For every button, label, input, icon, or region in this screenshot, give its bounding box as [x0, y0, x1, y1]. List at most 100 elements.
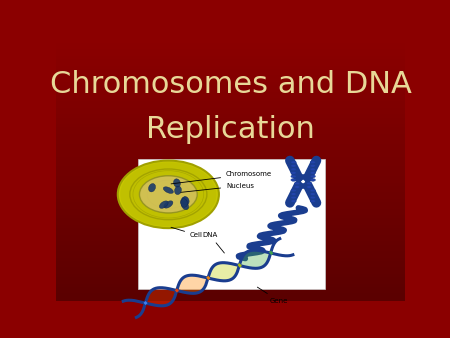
- Bar: [56, 210, 405, 213]
- Bar: [56, 203, 405, 207]
- Ellipse shape: [148, 184, 156, 192]
- Bar: [56, 278, 405, 281]
- Bar: [56, 200, 405, 203]
- Bar: [56, 245, 405, 249]
- Bar: [56, 154, 405, 158]
- Bar: [56, 291, 405, 294]
- Ellipse shape: [291, 175, 296, 178]
- Polygon shape: [177, 275, 208, 293]
- Bar: [56, 148, 405, 151]
- Ellipse shape: [291, 168, 296, 171]
- Ellipse shape: [310, 175, 315, 178]
- Bar: [56, 184, 405, 187]
- Bar: [56, 89, 405, 93]
- Text: Replication: Replication: [146, 115, 315, 144]
- Bar: [56, 119, 405, 122]
- Bar: [56, 171, 405, 174]
- Bar: [56, 281, 405, 285]
- Bar: [56, 96, 405, 99]
- Ellipse shape: [181, 201, 189, 210]
- Bar: [56, 99, 405, 102]
- Bar: [56, 193, 405, 197]
- Bar: [56, 135, 405, 138]
- Bar: [56, 105, 405, 109]
- Ellipse shape: [310, 193, 315, 195]
- Ellipse shape: [291, 164, 296, 167]
- Ellipse shape: [159, 201, 168, 208]
- Bar: [56, 294, 405, 297]
- Bar: [56, 233, 405, 236]
- Bar: [56, 141, 405, 145]
- Bar: [56, 57, 405, 60]
- Ellipse shape: [310, 189, 315, 192]
- Ellipse shape: [164, 201, 173, 208]
- Bar: [56, 249, 405, 252]
- Ellipse shape: [306, 186, 312, 188]
- Ellipse shape: [181, 199, 188, 207]
- Bar: [56, 50, 405, 54]
- Ellipse shape: [310, 178, 315, 181]
- Ellipse shape: [182, 196, 189, 205]
- Bar: [56, 297, 405, 301]
- Text: Cell: Cell: [171, 227, 203, 238]
- Bar: [56, 47, 405, 50]
- Bar: [56, 207, 405, 210]
- Bar: [56, 223, 405, 226]
- Polygon shape: [240, 250, 271, 268]
- Bar: [56, 164, 405, 167]
- Bar: [56, 122, 405, 125]
- Ellipse shape: [140, 176, 197, 213]
- Ellipse shape: [175, 186, 181, 195]
- Bar: [56, 285, 405, 288]
- Ellipse shape: [291, 189, 296, 192]
- Polygon shape: [146, 288, 177, 306]
- Text: Nucleus: Nucleus: [181, 183, 254, 192]
- Bar: [56, 161, 405, 164]
- Bar: [56, 288, 405, 291]
- Bar: [56, 242, 405, 245]
- Bar: [56, 252, 405, 255]
- Bar: [56, 73, 405, 76]
- Bar: [56, 132, 405, 135]
- Bar: [56, 219, 405, 223]
- Bar: [56, 255, 405, 259]
- Bar: [56, 44, 405, 47]
- Ellipse shape: [181, 197, 188, 205]
- Bar: [56, 226, 405, 229]
- Bar: [56, 180, 405, 184]
- Bar: [56, 60, 405, 63]
- Ellipse shape: [291, 171, 296, 174]
- Bar: [56, 128, 405, 132]
- Bar: [56, 125, 405, 128]
- Bar: [56, 102, 405, 105]
- Ellipse shape: [310, 161, 315, 164]
- Bar: [56, 54, 405, 57]
- Ellipse shape: [306, 182, 312, 185]
- Bar: [56, 174, 405, 177]
- Ellipse shape: [291, 200, 296, 202]
- Ellipse shape: [174, 179, 180, 187]
- Ellipse shape: [291, 161, 296, 164]
- Bar: [56, 229, 405, 233]
- Bar: [56, 197, 405, 200]
- Bar: [56, 145, 405, 148]
- Bar: [56, 259, 405, 262]
- Bar: [56, 151, 405, 154]
- Bar: [56, 76, 405, 80]
- Polygon shape: [208, 263, 240, 281]
- Ellipse shape: [310, 164, 315, 167]
- Ellipse shape: [118, 161, 219, 228]
- Ellipse shape: [294, 186, 300, 188]
- Bar: [56, 265, 405, 268]
- Bar: [56, 275, 405, 278]
- Text: Chromosome: Chromosome: [171, 171, 272, 184]
- Bar: [56, 213, 405, 216]
- Bar: [56, 167, 405, 171]
- Bar: [56, 41, 405, 44]
- Text: DNA: DNA: [202, 232, 225, 253]
- Text: Chromosomes and DNA: Chromosomes and DNA: [50, 70, 412, 99]
- Bar: [56, 268, 405, 271]
- Bar: [56, 86, 405, 89]
- Ellipse shape: [291, 193, 296, 195]
- Bar: [56, 271, 405, 275]
